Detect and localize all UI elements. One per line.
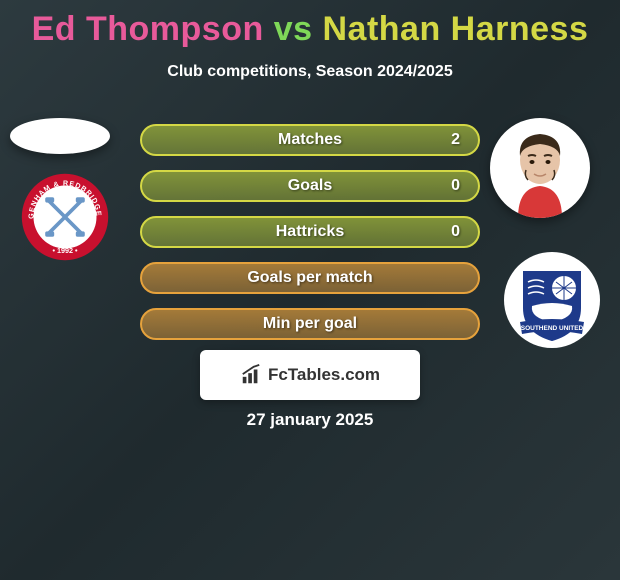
watermark: FcTables.com (200, 350, 420, 400)
stat-value: 0 (451, 177, 460, 195)
stat-label: Min per goal (263, 315, 357, 333)
stat-row: Goals 0 (0, 164, 620, 210)
player1-name: Ed Thompson (32, 10, 264, 48)
page-title: Ed Thompson vs Nathan Harness (0, 0, 620, 49)
stat-row: Hattricks 0 (0, 210, 620, 256)
stat-pill: Matches 2 (140, 124, 480, 156)
stat-pill: Goals 0 (140, 170, 480, 202)
stat-row: Matches 2 (0, 118, 620, 164)
stat-pill: Min per goal (140, 308, 480, 340)
stat-label: Hattricks (276, 223, 344, 241)
stat-row: Min per goal (0, 302, 620, 348)
stat-row: Goals per match (0, 256, 620, 302)
stat-label: Goals per match (247, 269, 372, 287)
stat-label: Matches (278, 131, 342, 149)
chart-icon (240, 364, 262, 386)
stat-label: Goals (288, 177, 332, 195)
player2-name: Nathan Harness (323, 10, 589, 48)
date-text: 27 january 2025 (0, 410, 620, 430)
stat-pill: Goals per match (140, 262, 480, 294)
stat-value: 2 (451, 131, 460, 149)
stat-value: 0 (451, 223, 460, 241)
watermark-text: FcTables.com (268, 365, 380, 385)
stat-pill: Hattricks 0 (140, 216, 480, 248)
vs-text: vs (274, 10, 313, 48)
subtitle: Club competitions, Season 2024/2025 (0, 63, 620, 81)
stats-bars: Matches 2 Goals 0 Hattricks 0 Goals per match M… (0, 118, 620, 348)
